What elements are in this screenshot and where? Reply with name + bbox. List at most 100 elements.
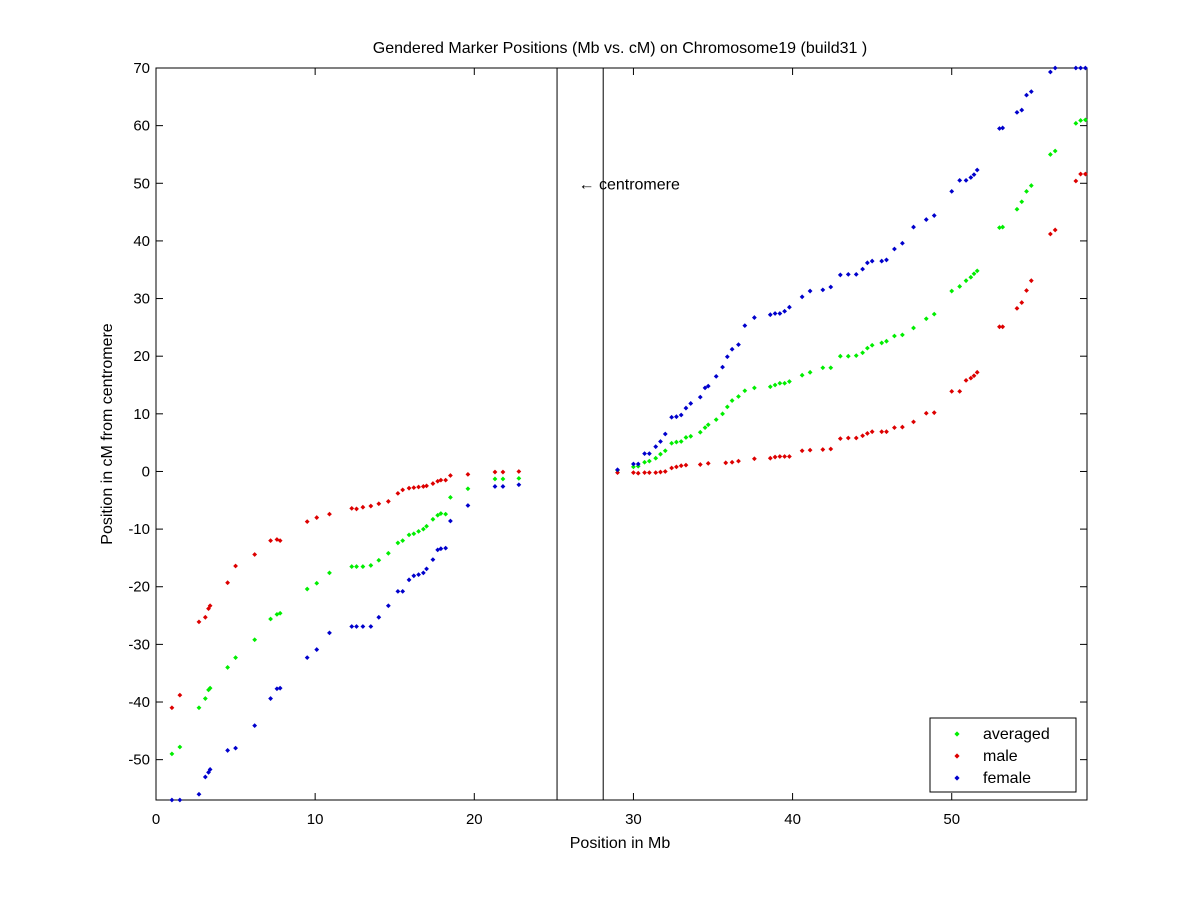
legend: averaged male female	[929, 717, 1077, 793]
data-point-female	[1028, 89, 1034, 95]
data-point-averaged	[923, 316, 929, 322]
legend-marker-averaged	[954, 731, 960, 737]
data-point-male	[642, 470, 647, 476]
data-point-averaged	[1052, 148, 1058, 154]
data-point-male	[1019, 300, 1025, 305]
y-tick-label: -20	[128, 579, 150, 596]
data-point-male	[492, 469, 498, 475]
legend-marker-female	[954, 775, 960, 781]
data-point-male	[1073, 178, 1079, 184]
data-point-male	[368, 503, 374, 509]
data-point-averaged	[957, 284, 963, 289]
data-point-female	[884, 257, 889, 263]
data-point-averaged	[683, 435, 689, 440]
data-point-averaged	[653, 455, 659, 461]
data-point-averaged	[277, 610, 283, 616]
data-point-female	[233, 745, 238, 751]
data-point-male	[1028, 278, 1034, 284]
data-point-female	[853, 271, 859, 277]
data-point-female	[968, 175, 974, 180]
data-point-averaged	[314, 580, 320, 586]
data-point-male	[974, 369, 980, 375]
data-point-female	[1019, 107, 1025, 113]
data-point-male	[807, 447, 813, 453]
data-point-averaged	[767, 384, 773, 390]
data-point-female	[971, 172, 977, 178]
data-point-male	[327, 511, 332, 517]
data-point-male	[899, 424, 905, 430]
x-axis-label: Position in Mb	[570, 835, 671, 852]
data-point-averaged	[892, 333, 897, 339]
data-point-female	[931, 213, 937, 218]
data-point-male	[411, 485, 417, 491]
data-point-averaged	[1014, 206, 1020, 212]
data-point-male	[678, 463, 684, 469]
data-point-averaged	[820, 365, 826, 371]
data-point-male	[177, 692, 183, 698]
data-point-female	[742, 323, 748, 329]
plot-frame	[155, 67, 1088, 801]
data-point-female	[206, 769, 211, 775]
data-point-male	[658, 469, 663, 475]
data-point-female	[674, 414, 679, 420]
data-point-male	[669, 465, 675, 471]
data-point-averaged	[327, 570, 332, 576]
y-tick-label: 0	[142, 463, 150, 480]
data-point-averaged	[713, 417, 719, 422]
y-tick-label: 70	[133, 60, 150, 77]
data-point-male	[448, 473, 453, 478]
data-point-averaged	[736, 394, 741, 399]
data-point-female	[196, 791, 202, 797]
data-point-female	[974, 167, 980, 173]
data-point-female	[845, 271, 851, 277]
data-point-female	[492, 484, 498, 489]
y-tick-label: 10	[133, 406, 150, 423]
y-tick-label: 40	[133, 233, 150, 250]
data-point-female	[837, 272, 843, 278]
data-point-male	[963, 377, 969, 383]
data-point-male	[385, 499, 391, 504]
data-point-averaged	[799, 372, 805, 378]
legend-label-averaged: averaged	[983, 726, 1050, 743]
data-point-female	[500, 484, 506, 489]
data-point-female	[662, 431, 668, 437]
data-point-averaged	[354, 564, 359, 569]
data-point-female	[376, 614, 382, 620]
data-point-averaged	[911, 325, 916, 331]
data-point-male	[1000, 324, 1006, 330]
data-point-male	[430, 481, 436, 486]
data-point-female	[368, 624, 374, 629]
y-tick-label: -50	[128, 752, 150, 769]
x-tick-label: 10	[307, 811, 324, 828]
data-point-female	[736, 342, 741, 348]
y-tick-label: 50	[133, 175, 150, 192]
data-point-female	[615, 467, 620, 473]
data-point-female	[252, 723, 258, 729]
data-point-averaged	[1019, 199, 1025, 205]
data-point-averaged	[465, 486, 471, 492]
data-point-female	[697, 394, 703, 400]
data-point-female	[349, 624, 355, 629]
data-point-male	[1047, 231, 1053, 237]
data-point-averaged	[360, 564, 366, 569]
y-tick-label: 30	[133, 291, 150, 308]
data-point-female	[963, 177, 969, 183]
data-point-male	[516, 469, 522, 474]
data-point-male	[911, 419, 916, 425]
data-point-female	[448, 518, 453, 524]
data-point-female	[1014, 109, 1020, 115]
data-point-female	[1024, 92, 1029, 98]
data-point-averaged	[196, 705, 202, 711]
data-point-female	[274, 686, 280, 692]
data-point-male	[968, 375, 974, 381]
data-point-male	[349, 505, 355, 511]
data-point-female	[1052, 65, 1058, 71]
data-point-averaged	[968, 274, 974, 280]
data-point-female	[899, 240, 905, 246]
data-point-averaged	[697, 429, 703, 435]
series-female	[169, 65, 1088, 803]
data-point-female	[465, 503, 471, 508]
data-point-female	[767, 312, 773, 318]
data-point-female	[430, 557, 436, 563]
